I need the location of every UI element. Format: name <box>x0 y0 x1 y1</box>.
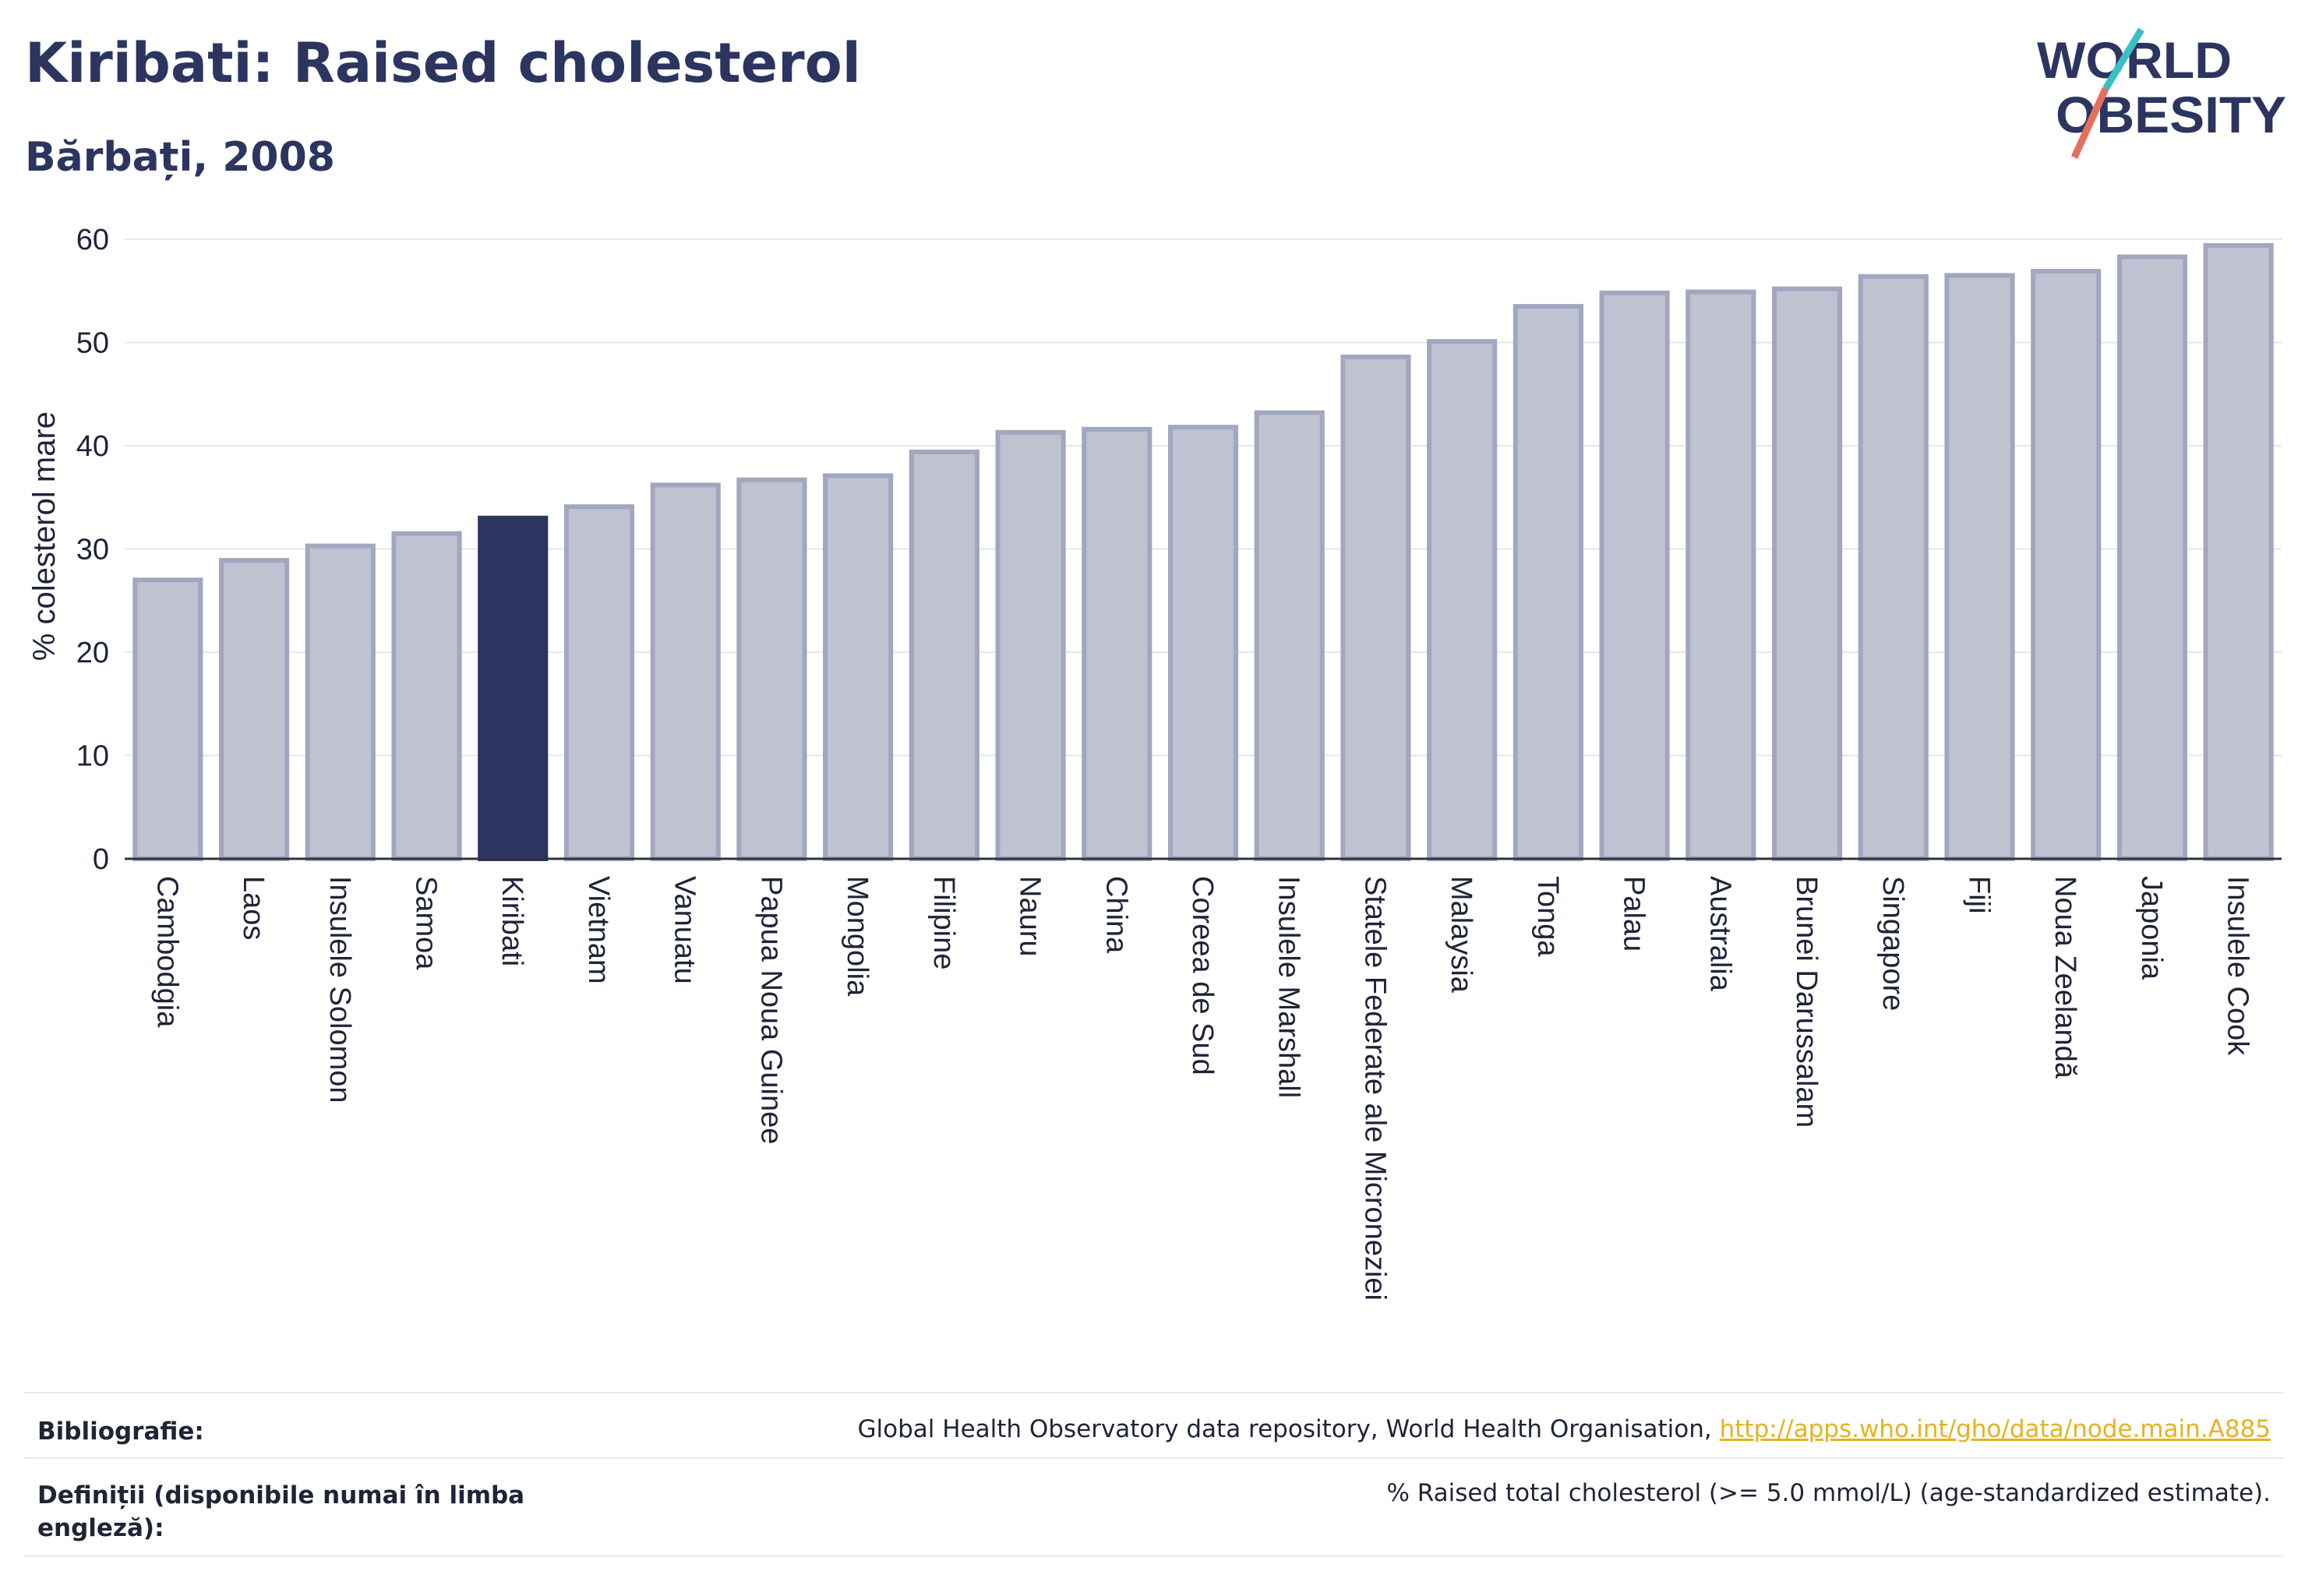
definitions-label: Definiții (disponibile numai în limba en… <box>37 1481 525 1542</box>
bar[interactable] <box>563 504 635 861</box>
x-tick-label: Filipine <box>927 876 960 969</box>
bibliography-value: Global Health Observatory data repositor… <box>858 1415 2271 1443</box>
bar[interactable] <box>1771 286 1843 862</box>
bibliography-text: Global Health Observatory data repositor… <box>857 1415 1720 1443</box>
x-tick-label: Insulele Solomon <box>323 876 356 1103</box>
y-tick-label: 40 <box>76 430 109 463</box>
bar[interactable] <box>909 449 980 861</box>
bar[interactable] <box>305 543 376 862</box>
bar[interactable] <box>736 477 807 861</box>
x-tick-label: Palau <box>1618 876 1650 952</box>
y-axis-label: % colesterol mare <box>27 411 62 661</box>
y-tick-label: 50 <box>76 327 109 360</box>
bar-highlight[interactable] <box>478 515 549 861</box>
footer-divider <box>23 1457 2283 1459</box>
x-tick-label: Samoa <box>410 876 443 970</box>
x-tick-label: Insulele Marshall <box>1273 876 1305 1098</box>
bar[interactable] <box>2031 269 2102 861</box>
x-tick-label: China <box>1100 876 1132 954</box>
bar[interactable] <box>391 531 462 861</box>
chart-subtitle: Bărbați, 2008 <box>25 134 335 181</box>
x-tick-label: Coreea de Sud <box>1186 876 1219 1075</box>
bar[interactable] <box>2116 254 2187 861</box>
bar[interactable] <box>650 482 721 861</box>
y-tick-label: 10 <box>76 740 109 773</box>
bar[interactable] <box>823 473 894 861</box>
bar[interactable] <box>1858 274 1929 861</box>
bar[interactable] <box>1167 425 1239 861</box>
x-tick-label: Fiji <box>1962 876 1995 914</box>
bar[interactable] <box>1254 410 1325 861</box>
x-tick-label: Insulele Cook <box>2222 876 2254 1056</box>
x-tick-label: Cambodgia <box>150 876 183 1028</box>
x-tick-label: Malaysia <box>1445 876 1477 994</box>
x-tick-label: Vietnam <box>582 876 615 984</box>
chart-title: Kiribati: Raised cholesterol <box>25 31 861 95</box>
bar[interactable] <box>995 429 1066 861</box>
x-tick-label: Singapore <box>1876 876 1909 1011</box>
y-tick-label: 30 <box>76 534 109 567</box>
x-tick-label: Papua Noua Guinee <box>754 876 787 1144</box>
world-obesity-logo[interactable]: WORLD OBESITY <box>2026 23 2291 164</box>
logo-slash-coral <box>2070 87 2109 159</box>
bar[interactable] <box>1686 289 1756 861</box>
x-tick-label: Tonga <box>1531 876 1564 957</box>
x-tick-label: Mongolia <box>841 876 874 997</box>
bar[interactable] <box>132 577 203 861</box>
x-tick-label: Laos <box>237 876 270 940</box>
x-tick-label: Vanuatu <box>669 876 701 984</box>
bars <box>132 242 2274 862</box>
bar-chart: 0 10 20 30 40 50 60 Cambodgia Laos Insulele Solom… <box>27 224 2282 1301</box>
logo-slash-teal <box>2102 27 2144 91</box>
bar[interactable] <box>1599 290 1670 861</box>
x-tick-label: Noua Zeelandă <box>2049 876 2081 1079</box>
y-tick-label: 0 <box>93 843 109 876</box>
bar[interactable] <box>219 558 290 861</box>
bar[interactable] <box>2203 242 2274 861</box>
bar[interactable] <box>1082 426 1152 861</box>
x-tick-label: Brunei Darussalam <box>1790 876 1823 1128</box>
axes: 0 10 20 30 40 50 60 Cambodgia Laos Insulele Solom… <box>76 224 2282 1301</box>
bibliography-label: Bibliografie: <box>37 1418 204 1446</box>
x-tick-label: Nauru <box>1014 876 1047 957</box>
bar[interactable] <box>1340 355 1411 861</box>
x-tick-label: Japonia <box>2135 876 2168 980</box>
footer-divider <box>23 1555 2283 1557</box>
bibliography-link[interactable]: http://apps.who.int/gho/data/node.main.A… <box>1719 1415 2271 1443</box>
bar[interactable] <box>1513 304 1583 861</box>
bar[interactable] <box>1427 339 1498 861</box>
x-tick-label: Australia <box>1703 876 1736 992</box>
bar[interactable] <box>1944 273 2015 861</box>
y-tick-label: 60 <box>76 224 109 256</box>
y-tick-label: 20 <box>76 637 109 669</box>
x-tick-label: Statele Federate ale Microneziei <box>1358 876 1391 1301</box>
footer-divider <box>23 1392 2283 1393</box>
x-tick-label: Kiribati <box>496 876 528 966</box>
definitions-value: % Raised total cholesterol (>= 5.0 mmol/… <box>1386 1479 2271 1507</box>
